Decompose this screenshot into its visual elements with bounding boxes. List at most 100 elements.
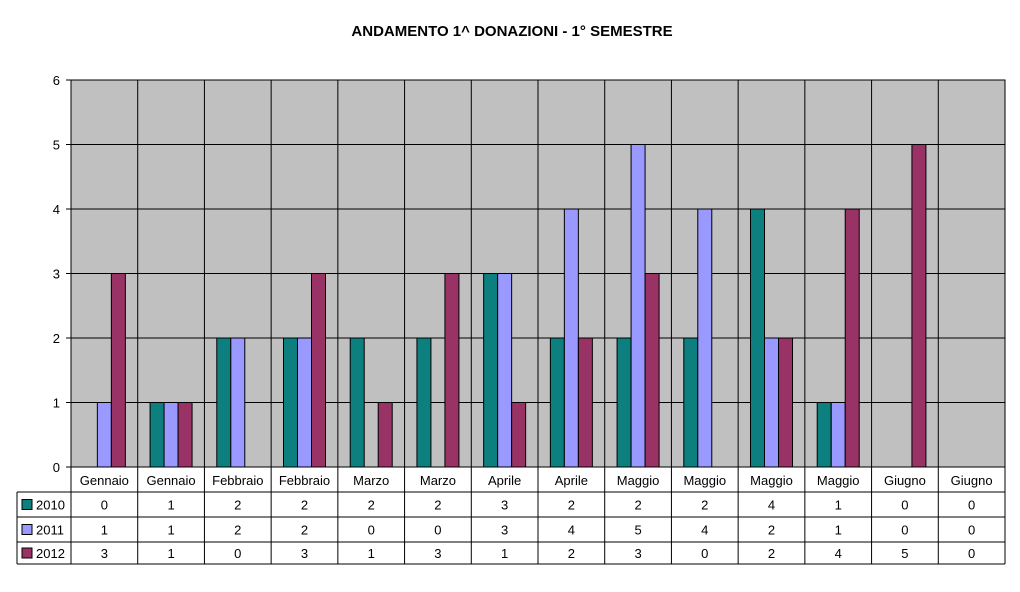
bar-2010-3: [216, 337, 232, 468]
data-label-2012: 4: [835, 546, 842, 561]
bar-2012-2: [177, 402, 193, 468]
data-label-2010: 2: [234, 498, 241, 513]
category-label: Maggio: [683, 473, 726, 488]
bar-2012-6: [444, 273, 460, 468]
bar-2010-12: [816, 402, 832, 468]
bar-2011-2: [163, 402, 179, 468]
legend-label-2012: 2012: [36, 546, 65, 561]
data-label-2010: 3: [501, 498, 508, 513]
y-tick-label: 1: [53, 396, 60, 411]
data-label-2012: 1: [501, 546, 508, 561]
data-label-2010: 2: [301, 498, 308, 513]
data-label-2012: 1: [167, 546, 174, 561]
y-tick-label: 4: [53, 202, 60, 217]
data-label-2012: 2: [768, 546, 775, 561]
category-label: Gennaio: [80, 473, 129, 488]
category-label: Gennaio: [146, 473, 195, 488]
category-label: Aprile: [488, 473, 521, 488]
bar-2010-6: [416, 337, 432, 468]
bar-2010-2: [149, 402, 165, 468]
legend-key-2012: [21, 547, 33, 559]
data-label-2011: 0: [901, 523, 908, 538]
data-label-2010: 2: [634, 498, 641, 513]
data-label-2010: 2: [434, 498, 441, 513]
data-label-2012: 0: [234, 546, 241, 561]
bar-2011-8: [563, 208, 579, 468]
category-label: Febbraio: [279, 473, 330, 488]
data-table-bg: [17, 491, 1005, 564]
y-tick-label: 2: [53, 331, 60, 346]
bar-2012-4: [311, 273, 326, 468]
bar-2010-11: [750, 208, 765, 468]
bar-2010-10: [683, 337, 699, 468]
data-label-2011: 1: [835, 523, 842, 538]
data-label-2011: 4: [568, 523, 575, 538]
legend-key-2011: [21, 524, 33, 535]
bar-2010-4: [283, 337, 298, 468]
data-label-2011: 1: [167, 523, 174, 538]
data-label-2010: 2: [568, 498, 575, 513]
data-label-2011: 2: [234, 523, 241, 538]
y-tick-label: 0: [53, 460, 60, 475]
data-label-2011: 2: [301, 523, 308, 538]
category-label: Maggio: [817, 473, 860, 488]
bar-2011-11: [764, 337, 779, 468]
legend-label-2010: 2010: [36, 498, 65, 513]
data-label-2012: 0: [968, 546, 975, 561]
data-label-2012: 2: [568, 546, 575, 561]
data-label-2011: 2: [768, 523, 775, 538]
bar-2012-7: [511, 402, 527, 468]
y-axis: 0 1 2 3 4 5 6: [53, 73, 72, 475]
bar-2012-13: [911, 144, 927, 468]
bar-2010-5: [349, 337, 365, 468]
bar-2012-5: [377, 402, 393, 468]
data-label-2011: 0: [968, 523, 975, 538]
category-label: Giugno: [951, 473, 993, 488]
bar-2012-1: [110, 273, 126, 468]
data-label-2012: 3: [634, 546, 641, 561]
category-label: Marzo: [353, 473, 389, 488]
bar-2012-8: [577, 337, 593, 468]
legend-key-2010: [21, 499, 33, 510]
bar-2011-3: [230, 337, 246, 468]
data-label-2010: 2: [701, 498, 708, 513]
category-label: Giugno: [884, 473, 926, 488]
bar-2010-9: [616, 337, 632, 468]
bar-2012-12: [844, 208, 860, 468]
bar-2012-11: [778, 337, 793, 468]
bar-2011-10: [697, 208, 713, 468]
category-label: Maggio: [750, 473, 793, 488]
data-label-2010: 0: [101, 498, 108, 513]
category-label: Marzo: [420, 473, 456, 488]
legend-label-2011: 2011: [36, 523, 64, 538]
y-tick-label: 6: [53, 73, 60, 88]
data-label-2011: 0: [434, 523, 441, 538]
bar-2010-8: [549, 337, 565, 468]
data-label-2012: 3: [301, 546, 308, 561]
data-label-2011: 4: [701, 523, 708, 538]
data-label-2012: 1: [368, 546, 375, 561]
y-tick-label: 3: [53, 267, 60, 282]
bar-2011-4: [297, 337, 312, 468]
data-label-2011: 0: [368, 523, 375, 538]
data-label-2011: 5: [634, 523, 641, 538]
bar-2010-7: [483, 273, 499, 468]
bar-2011-12: [830, 402, 846, 468]
category-label: Aprile: [555, 473, 588, 488]
data-label-2010: 4: [768, 498, 775, 513]
bar-2012-9: [644, 273, 660, 468]
data-label-2010: 1: [835, 498, 842, 513]
data-label-2012: 0: [701, 546, 708, 561]
data-label-2012: 5: [901, 546, 908, 561]
data-label-2011: 1: [101, 523, 108, 538]
bar-2011-7: [497, 273, 513, 468]
data-label-2012: 3: [101, 546, 108, 561]
data-label-2010: 0: [968, 498, 975, 513]
data-label-2010: 1: [167, 498, 174, 513]
bar-2011-9: [630, 144, 646, 468]
data-label-2010: 2: [368, 498, 375, 513]
data-label-2011: 3: [501, 523, 508, 538]
y-tick-label: 5: [53, 138, 60, 153]
data-label-2012: 3: [434, 546, 441, 561]
